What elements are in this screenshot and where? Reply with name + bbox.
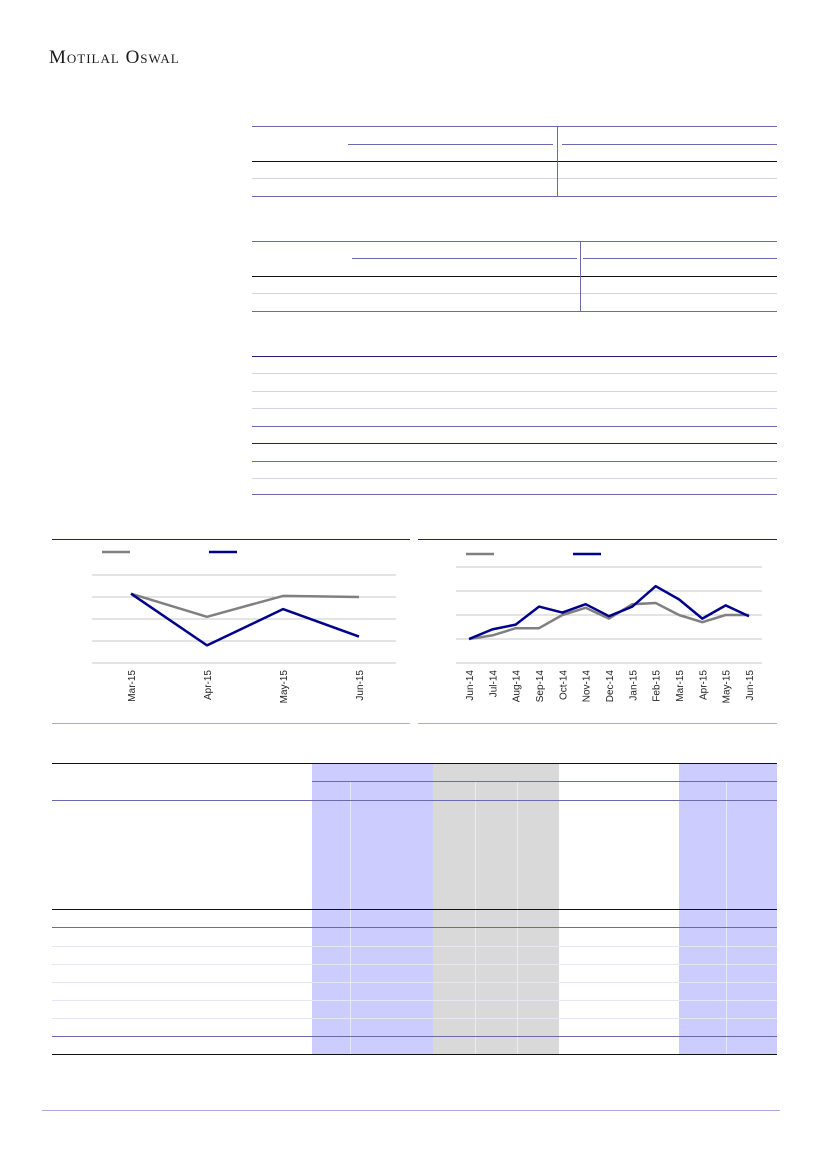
table-2-subheader-rule-right [583, 258, 777, 259]
table-row [52, 1018, 777, 1019]
table-row [52, 946, 777, 947]
table-2-subheader-rule-left [352, 258, 577, 259]
table-row [252, 461, 777, 462]
x-tick-label: Jun-15 [355, 670, 366, 701]
table-2-top-rule [252, 241, 777, 242]
table-1-bottom-rule [252, 196, 777, 197]
x-tick-label: May-15 [722, 670, 733, 704]
chart-left-bottom-rule [52, 723, 410, 724]
table-row [52, 964, 777, 965]
highlight-band-blue-2 [679, 763, 777, 1054]
table-row [252, 391, 777, 392]
column-divider [726, 781, 727, 1054]
table-3-bottom-rule [252, 494, 777, 495]
x-tick-label: Sep-14 [535, 670, 546, 703]
table-1-column-divider [557, 126, 558, 196]
chart-right-top-rule [418, 539, 777, 540]
table-2-bottom-rule [252, 311, 777, 312]
line-chart-left: Mar-15 Apr-15 May-15 Jun-15 [92, 550, 396, 704]
x-tick-label: Mar-15 [675, 670, 686, 702]
table-4-subheader-rule [312, 781, 777, 782]
column-divider [475, 781, 476, 1054]
line-chart-right: Jun-14 Jul-14 Aug-14 Sep-14 Oct-14 Nov-14 Dec-… [456, 552, 762, 704]
table-1-top-rule [252, 126, 777, 127]
table-3-section-rule [252, 426, 777, 427]
brand-logo: Motilal Oswal [49, 47, 180, 68]
footer-rule [42, 1110, 780, 1111]
x-tick-label: Jun-14 [465, 670, 476, 701]
table-4-header-rule [52, 800, 777, 801]
table-row [52, 1000, 777, 1001]
table-row [252, 373, 777, 374]
table-row [252, 178, 777, 179]
x-tick-label: Jun-15 [745, 670, 756, 701]
table-row [252, 478, 777, 479]
x-tick-label: Oct-14 [558, 670, 569, 700]
x-tick-label: Jan-15 [628, 670, 639, 701]
table-4-top-rule [52, 763, 777, 764]
table-1-subheader-rule-left [348, 144, 553, 145]
table-row [252, 293, 777, 294]
x-tick-label: Apr-15 [203, 670, 214, 700]
table-1-subheader-rule-right [562, 144, 777, 145]
table-row [252, 408, 777, 409]
column-divider [517, 781, 518, 1054]
highlight-band-grey [433, 763, 559, 1054]
table-1-header-rule [252, 161, 777, 162]
x-tick-label: Apr-15 [698, 670, 709, 700]
chart-left-top-rule [52, 539, 410, 540]
table-4-section-rule [52, 909, 777, 910]
x-tick-label: Dec-14 [605, 670, 616, 703]
chart-right-bottom-rule [418, 723, 777, 724]
x-tick-label: Nov-14 [582, 670, 593, 703]
series-line-2 [130, 592, 360, 647]
x-tick-label: Aug-14 [512, 670, 523, 703]
table-2-header-rule [252, 276, 777, 277]
series-line-1 [468, 601, 749, 641]
table-4-section-rule-2 [52, 927, 777, 928]
table-3-top-rule [252, 356, 777, 357]
table-row [52, 1036, 777, 1037]
highlight-band-blue-1 [312, 763, 433, 1054]
series-line-1 [130, 592, 360, 619]
table-2-column-divider [580, 241, 581, 311]
x-tick-label: Mar-15 [127, 670, 138, 702]
x-tick-label: May-15 [279, 670, 290, 704]
x-tick-label: Jul-14 [488, 670, 499, 698]
table-row [52, 982, 777, 983]
table-3-section-rule-2 [252, 443, 777, 444]
series-line-2 [468, 584, 750, 641]
x-tick-label: Feb-15 [652, 670, 663, 702]
table-4-bottom-rule [52, 1054, 777, 1055]
column-divider [350, 781, 351, 1054]
